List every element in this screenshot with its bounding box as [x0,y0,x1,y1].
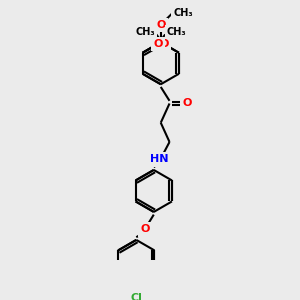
Text: CH₃: CH₃ [135,27,155,37]
Text: O: O [182,98,192,109]
Text: CH₃: CH₃ [173,8,193,18]
Text: HN: HN [150,154,168,164]
Text: O: O [140,224,150,234]
Text: CH₃: CH₃ [167,27,186,37]
Text: O: O [153,39,163,49]
Text: Cl: Cl [130,292,142,300]
Text: O: O [159,39,168,49]
Text: O: O [156,20,165,30]
